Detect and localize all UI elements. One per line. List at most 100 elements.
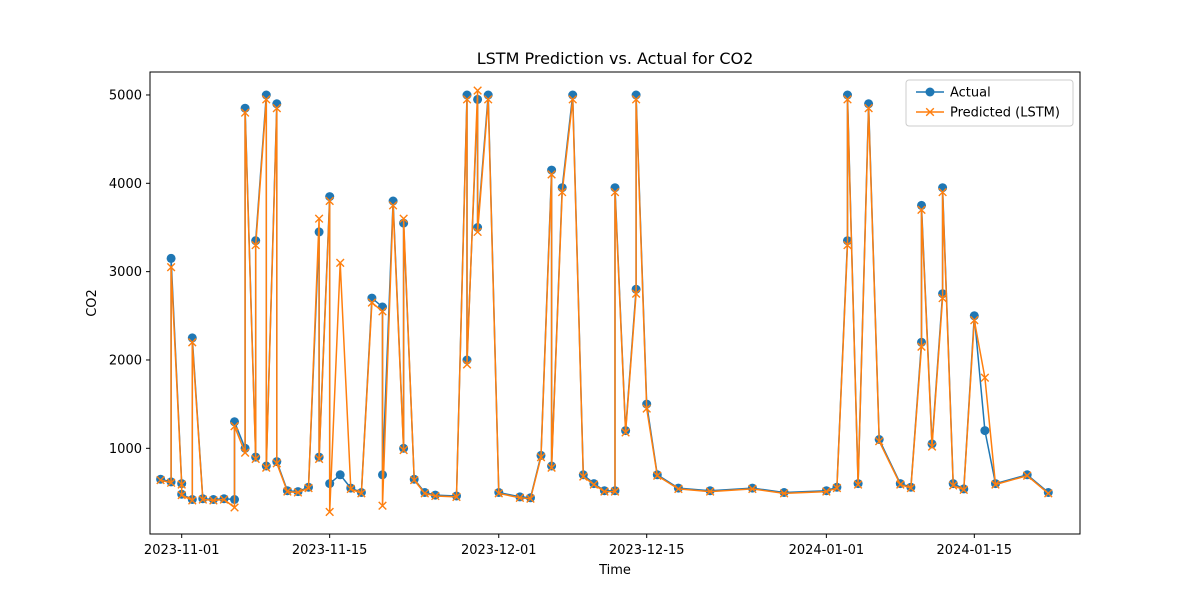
data-point	[272, 103, 282, 113]
data-point	[304, 483, 313, 493]
data-point	[980, 426, 990, 436]
data-point	[240, 103, 250, 113]
data-point	[473, 86, 482, 95]
data-point	[399, 214, 408, 223]
x-tick-label: 2023-11-15	[292, 543, 368, 558]
data-point	[420, 489, 430, 498]
data-point	[462, 95, 472, 104]
data-point	[832, 483, 842, 493]
data-point	[938, 187, 947, 197]
legend-marker	[925, 107, 935, 117]
data-point	[378, 302, 387, 312]
data-point	[251, 454, 260, 464]
data-point	[991, 480, 1000, 489]
data-point	[378, 307, 387, 316]
data-point	[843, 95, 852, 104]
data-point	[272, 99, 282, 109]
data-point	[166, 262, 176, 272]
y-tick-label: 4000	[109, 177, 142, 192]
data-point	[874, 436, 884, 446]
chart-title: LSTM Prediction vs. Actual for CO2	[477, 49, 754, 68]
data-point	[917, 342, 926, 352]
data-point	[314, 214, 324, 223]
legend-label: Predicted (LSTM)	[950, 106, 1060, 121]
data-point	[938, 293, 947, 303]
data-point	[367, 298, 377, 307]
data-point	[579, 472, 588, 481]
data-point	[156, 475, 165, 485]
data-point	[896, 480, 905, 489]
data-point	[230, 417, 239, 427]
x-tick-label: 2024-01-01	[789, 543, 865, 558]
data-point	[864, 103, 873, 113]
x-tick-label: 2023-12-01	[461, 543, 537, 558]
data-point	[219, 495, 229, 504]
data-point	[240, 448, 250, 458]
data-point	[938, 183, 948, 193]
data-point	[166, 253, 176, 263]
data-point	[631, 90, 641, 100]
legend: Actual Predicted (LSTM)	[905, 79, 1074, 127]
data-point	[610, 187, 620, 197]
data-point	[452, 492, 461, 502]
data-point	[547, 165, 557, 175]
data-point	[230, 421, 239, 431]
y-axis-title: CO2	[85, 289, 100, 317]
data-point	[483, 90, 493, 100]
legend-item: Actual	[916, 86, 991, 101]
data-point	[748, 484, 757, 494]
data-point	[547, 463, 556, 473]
data-point	[779, 489, 789, 498]
data-point	[568, 95, 578, 104]
y-axis: 1000 2000 3000 4000 5000	[109, 88, 150, 457]
x-tick-label: 2023-11-01	[144, 543, 220, 558]
data-point	[705, 487, 715, 496]
plot-series	[156, 86, 1053, 517]
data-point	[969, 311, 979, 321]
data-point	[209, 496, 218, 505]
data-point	[970, 315, 979, 325]
data-point	[959, 485, 969, 495]
y-tick-label: 2000	[109, 353, 142, 368]
data-point	[610, 487, 620, 496]
data-point	[388, 201, 398, 210]
data-point	[927, 442, 937, 451]
data-point	[853, 480, 863, 489]
data-point	[177, 480, 186, 489]
data-point	[378, 501, 387, 511]
data-point	[589, 480, 599, 489]
data-point	[272, 459, 282, 468]
data-point	[325, 507, 334, 517]
data-point	[642, 404, 651, 413]
data-point	[473, 227, 482, 237]
y-tick-label: 1000	[109, 442, 142, 457]
data-point	[346, 484, 356, 494]
data-point	[843, 90, 852, 100]
series-line	[160, 89, 1049, 513]
data-point	[240, 108, 250, 117]
data-point	[251, 240, 260, 250]
data-point	[547, 170, 556, 179]
y-tick-label: 5000	[109, 88, 142, 103]
data-point	[652, 471, 662, 480]
legend-box	[905, 79, 1074, 127]
data-point	[230, 503, 239, 512]
data-point	[283, 487, 292, 496]
x-axis: 2023-11-01 2023-11-15 2023-12-01 2023-12-15…	[144, 534, 1012, 558]
data-point	[166, 478, 176, 488]
data-point	[335, 470, 345, 480]
x-axis-title: Time	[598, 563, 631, 578]
data-point	[187, 496, 197, 505]
data-point	[631, 95, 641, 104]
data-point	[906, 483, 916, 493]
data-point	[557, 187, 567, 197]
data-point	[600, 487, 609, 496]
data-point	[483, 95, 493, 104]
legend-marker	[925, 87, 935, 97]
y-tick-label: 3000	[109, 265, 142, 280]
plot-frame	[149, 71, 1081, 535]
data-point	[631, 289, 641, 299]
data-point	[367, 293, 377, 303]
data-point	[325, 192, 335, 202]
